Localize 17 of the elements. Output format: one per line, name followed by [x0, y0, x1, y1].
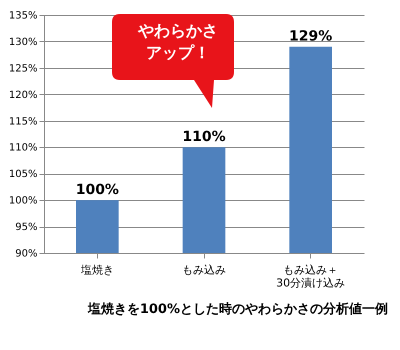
- x-tick-label: 塩焼き: [80, 264, 114, 276]
- annotation: やわらかさアップ！: [136, 20, 219, 64]
- y-tick-label: 130%: [8, 36, 38, 48]
- y-tick-label: 110%: [8, 142, 38, 154]
- y-tick-label: 115%: [8, 116, 38, 128]
- data-label: 110%: [182, 129, 226, 146]
- y-tick-label: 105%: [8, 169, 38, 180]
- y-tick-label: 135%: [8, 10, 38, 22]
- x-tick-label: もみ込み: [182, 264, 226, 276]
- text: 塩焼きを100%とした時のやわらかさの分析値一例: [88, 301, 388, 318]
- data-label: 100%: [76, 182, 119, 198]
- data-label: 129%: [289, 28, 332, 45]
- y-tick-label: 100%: [8, 196, 38, 207]
- y-tick-label: 95%: [15, 222, 38, 234]
- y-tick-label: 125%: [8, 63, 38, 74]
- y-tick-label: 120%: [8, 90, 38, 101]
- y-tick-label: 90%: [15, 248, 38, 260]
